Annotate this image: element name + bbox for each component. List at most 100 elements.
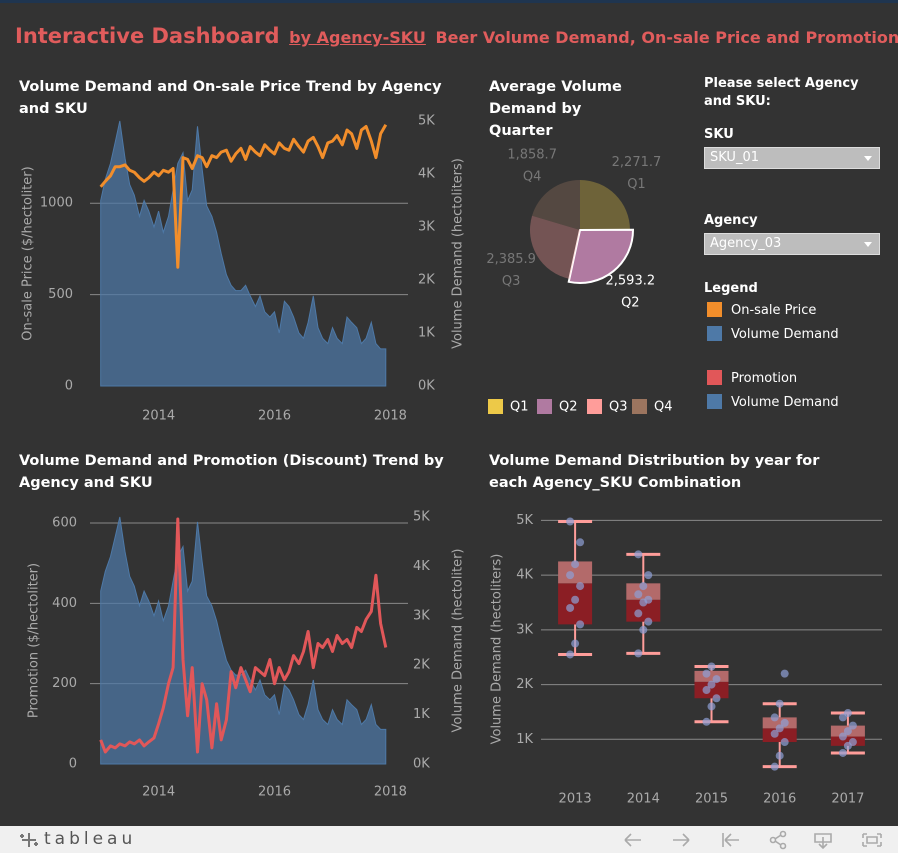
- dashboard-subtitle: Beer Volume Demand, On-sale Price and Pr…: [435, 28, 898, 47]
- y2-tick-label: 5K: [413, 510, 430, 525]
- y-tick-label: 500: [48, 287, 73, 302]
- pie-value-label: 2,593.2: [606, 274, 656, 289]
- data-point: [770, 762, 779, 771]
- legend-label: Volume Demand: [731, 395, 839, 410]
- legend-swatch: [707, 302, 722, 317]
- x-tick-label: 2016: [258, 785, 291, 800]
- footer: tableau: [0, 826, 898, 853]
- agency-dropdown[interactable]: Agency_03: [704, 233, 880, 255]
- data-point: [707, 662, 716, 671]
- dropdown-value: Agency_03: [710, 236, 782, 251]
- legend-swatch: [587, 399, 602, 414]
- y-tick-label: 5K: [516, 513, 533, 528]
- y2-tick-label: 3K: [413, 608, 430, 623]
- x-tick-label: 2015: [695, 792, 728, 807]
- x-tick-label: 2018: [374, 785, 407, 800]
- x-tick-label: 2018: [374, 409, 407, 424]
- legend-item[interactable]: Volume Demand: [707, 394, 839, 412]
- box-lower: [762, 728, 797, 743]
- pie-slice: [530, 215, 580, 279]
- data-point: [838, 732, 847, 741]
- x-tick-label: 2013: [559, 792, 592, 807]
- data-point: [770, 713, 779, 722]
- data-point: [639, 625, 648, 634]
- filter-label: SKU: [704, 127, 734, 142]
- data-point: [707, 680, 716, 689]
- data-point: [775, 724, 784, 733]
- y2-tick-label: 5K: [418, 114, 435, 129]
- chart-title: Volume Demand and Promotion (Discount) T…: [19, 453, 444, 491]
- x-tick-label: 2016: [258, 409, 291, 424]
- data-point: [566, 650, 575, 659]
- legend-item[interactable]: On-sale Price: [707, 302, 816, 320]
- pie-category-label: Q4: [523, 169, 542, 184]
- sku-dropdown[interactable]: SKU_01: [704, 147, 880, 169]
- data-point: [780, 669, 789, 678]
- trend-line: [99, 123, 388, 269]
- box-upper: [558, 561, 593, 584]
- data-point: [775, 699, 784, 708]
- y-tick-label: 3K: [516, 622, 533, 637]
- data-point: [712, 694, 721, 703]
- volume-area: [100, 516, 387, 765]
- dashboard-title: Interactive Dashboard: [15, 24, 280, 48]
- revert[interactable]: [722, 833, 739, 847]
- data-point: [576, 538, 585, 547]
- toolbar: [624, 830, 882, 850]
- y2-tick-label: 1K: [413, 707, 430, 722]
- pie-value-label: 2,385.9: [486, 252, 536, 267]
- legend-swatch: [707, 326, 722, 341]
- download[interactable]: [814, 833, 832, 850]
- y2-tick-label: 1K: [418, 326, 435, 341]
- y2-tick-label: 2K: [418, 273, 435, 288]
- y2-tick-label: 4K: [418, 167, 435, 182]
- dropdown-arrow: [864, 156, 872, 161]
- box-upper: [762, 717, 797, 729]
- box-upper: [694, 670, 729, 682]
- y-tick-label: 1000: [40, 196, 73, 211]
- pie-category-label: Q1: [627, 177, 646, 192]
- data-point: [775, 751, 784, 760]
- y2-tick-label: 3K: [418, 220, 435, 235]
- undo[interactable]: [624, 833, 641, 847]
- data-point: [848, 738, 857, 747]
- data-point: [780, 738, 789, 747]
- filter-prompt: Please select Agency and SKU:: [704, 76, 859, 109]
- pie-category-label: Q2: [621, 296, 640, 311]
- data-point: [712, 675, 721, 684]
- y-tick-label: 0: [65, 379, 73, 394]
- legend-swatch: [537, 399, 552, 414]
- data-point: [634, 649, 643, 658]
- y-tick-label: 600: [52, 516, 77, 531]
- data-point: [566, 603, 575, 612]
- box-lower: [558, 583, 593, 625]
- pie-value-label: 2,271.7: [612, 155, 662, 170]
- data-point: [634, 609, 643, 618]
- legend-item[interactable]: Promotion: [707, 370, 797, 388]
- top-bar: [0, 0, 898, 3]
- legend-label: Q3: [609, 400, 628, 415]
- y2-tick-label: 0K: [418, 379, 435, 394]
- y-tick-label: 2K: [516, 677, 533, 692]
- legend-item[interactable]: Volume Demand: [707, 326, 839, 344]
- dashboard-link[interactable]: by Agency-SKU: [289, 28, 426, 47]
- x-tick-label: 2014: [627, 792, 660, 807]
- y-tick-label: 400: [52, 596, 77, 611]
- y2-tick-label: 0K: [413, 757, 430, 772]
- data-point: [770, 729, 779, 738]
- fullscreen[interactable]: [862, 833, 882, 847]
- redo[interactable]: [673, 833, 690, 847]
- chart-title: Average Volume Demand by Quarter: [489, 79, 622, 139]
- brand-logo: [20, 833, 38, 847]
- share[interactable]: [769, 830, 787, 850]
- legend-label: Q2: [559, 400, 578, 415]
- data-point: [838, 748, 847, 757]
- y-axis-title: On-sale Price ($/hectoliter): [21, 166, 36, 340]
- chart-title: Volume Demand Distribution by year for e…: [489, 453, 820, 491]
- pie-slice: [567, 228, 635, 284]
- pie-slice: [532, 180, 580, 230]
- data-point: [634, 550, 643, 559]
- legend-label: On-sale Price: [731, 303, 817, 318]
- data-point: [639, 582, 648, 591]
